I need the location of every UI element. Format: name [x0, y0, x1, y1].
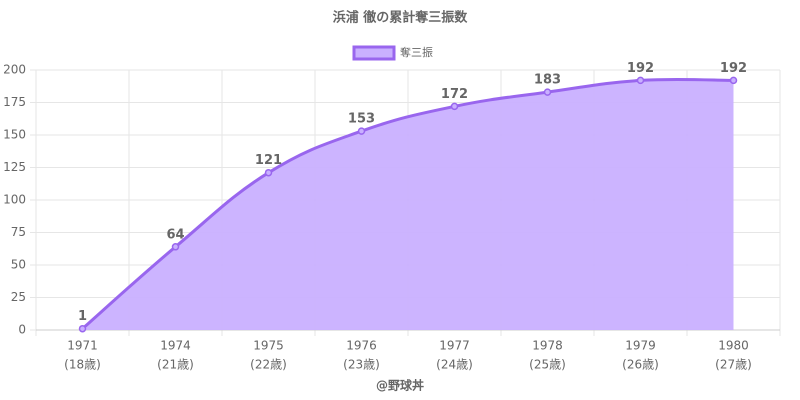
- x-tick-label: (18歳): [64, 358, 101, 372]
- x-tick-label: 1976: [346, 339, 377, 353]
- point: [264, 168, 273, 177]
- area-fill: [82, 79, 734, 330]
- point: [450, 102, 459, 111]
- y-tick-label: 0: [18, 323, 26, 337]
- x-tick-label: (25歳): [529, 358, 566, 372]
- x-tick-label: 1975: [253, 339, 284, 353]
- point: [729, 76, 738, 85]
- x-tick-label: 1971: [67, 339, 98, 353]
- data-label: 1: [78, 309, 87, 324]
- x-tick-label: 1974: [160, 339, 191, 353]
- x-tick-label: 1979: [625, 339, 656, 353]
- source: @野球丼: [376, 378, 424, 393]
- legend-label: 奪三振: [400, 45, 433, 59]
- y-tick-label: 100: [3, 193, 26, 207]
- chart-title: 浜浦 徹の累計奪三振数: [333, 10, 469, 26]
- data-label: 192: [627, 61, 654, 76]
- point: [636, 76, 645, 85]
- x-tick-label: (23歳): [343, 358, 380, 372]
- data-label: 183: [534, 73, 561, 88]
- y-tick-label: 75: [11, 225, 26, 239]
- x-tick-label: (27歳): [715, 358, 752, 372]
- point: [171, 243, 180, 251]
- x-tick-label: (21歳): [157, 358, 194, 372]
- y-tick-label: 125: [3, 160, 26, 174]
- x-tick-label: (22歳): [250, 358, 287, 372]
- data-label: 121: [255, 153, 282, 168]
- point: [543, 88, 552, 96]
- data-label: 172: [441, 87, 468, 102]
- y-tick-label: 175: [3, 95, 26, 109]
- y-tick-label: 50: [11, 258, 26, 272]
- x-tick-label: (26歳): [622, 358, 659, 372]
- y-tick-label: 150: [3, 128, 26, 142]
- x-tick-label: 1980: [718, 339, 749, 353]
- data-label: 153: [348, 112, 375, 127]
- point: [78, 324, 87, 333]
- y-tick-label: 200: [3, 63, 26, 77]
- x-tick-label: 1978: [532, 339, 563, 353]
- x-tick-label: 1977: [439, 339, 470, 353]
- x-tick-label: (24歳): [436, 358, 473, 372]
- legend-swatch: [352, 45, 396, 61]
- data-label: 64: [166, 227, 184, 242]
- point: [357, 127, 366, 135]
- y-tick-label: 25: [11, 290, 26, 304]
- data-label: 192: [720, 61, 747, 76]
